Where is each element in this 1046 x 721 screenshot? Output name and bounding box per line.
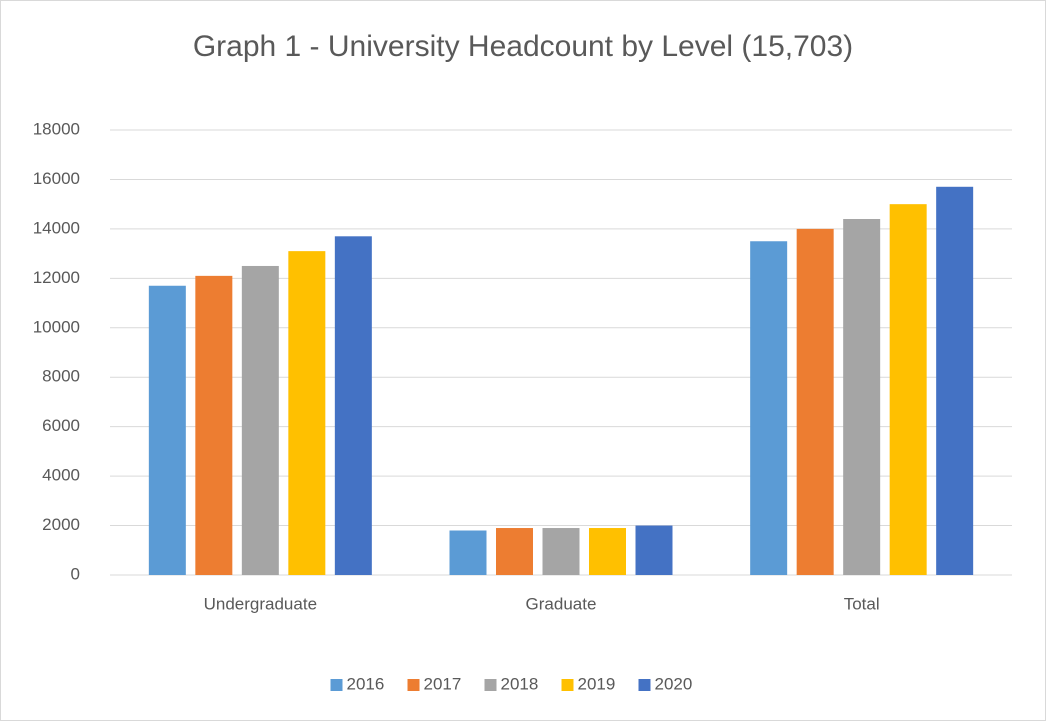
bar bbox=[241, 265, 279, 575]
legend-label: 2020 bbox=[655, 674, 693, 693]
bar bbox=[449, 530, 487, 575]
legend-swatch bbox=[330, 679, 343, 691]
bar bbox=[635, 525, 673, 575]
bar bbox=[589, 528, 626, 575]
bar bbox=[496, 528, 533, 575]
legend-swatch bbox=[407, 679, 420, 691]
legend-label: 2016 bbox=[347, 674, 385, 693]
y-tick-label: 0 bbox=[71, 564, 80, 583]
chart-title: Graph 1 - University Headcount by Level … bbox=[193, 30, 853, 63]
legend-swatch bbox=[484, 679, 497, 691]
bar bbox=[796, 228, 834, 575]
bar bbox=[936, 186, 974, 576]
legend-label: 2018 bbox=[501, 674, 539, 693]
y-tick-label: 6000 bbox=[42, 416, 80, 435]
bar bbox=[889, 204, 927, 575]
bar bbox=[195, 275, 233, 575]
x-tick-label: Undergraduate bbox=[204, 594, 317, 613]
y-tick-label: 12000 bbox=[33, 268, 80, 287]
y-tick-label: 18000 bbox=[33, 119, 80, 138]
bar bbox=[334, 236, 372, 576]
x-tick-label: Graduate bbox=[526, 594, 597, 613]
legend-label: 2019 bbox=[578, 674, 616, 693]
y-tick-label: 10000 bbox=[33, 317, 80, 336]
legend-swatch bbox=[638, 679, 651, 691]
bar bbox=[750, 241, 788, 575]
legend-swatch bbox=[561, 679, 574, 691]
y-tick-label: 16000 bbox=[33, 169, 80, 188]
bar bbox=[843, 219, 881, 575]
y-tick-label: 8000 bbox=[42, 367, 80, 386]
bar bbox=[148, 285, 186, 575]
legend-label: 2017 bbox=[424, 674, 462, 693]
bar bbox=[288, 251, 326, 575]
x-tick-label: Total bbox=[844, 594, 880, 613]
y-tick-label: 2000 bbox=[42, 515, 80, 534]
y-tick-label: 14000 bbox=[33, 218, 80, 237]
bar bbox=[542, 528, 580, 575]
y-tick-label: 4000 bbox=[42, 466, 80, 485]
